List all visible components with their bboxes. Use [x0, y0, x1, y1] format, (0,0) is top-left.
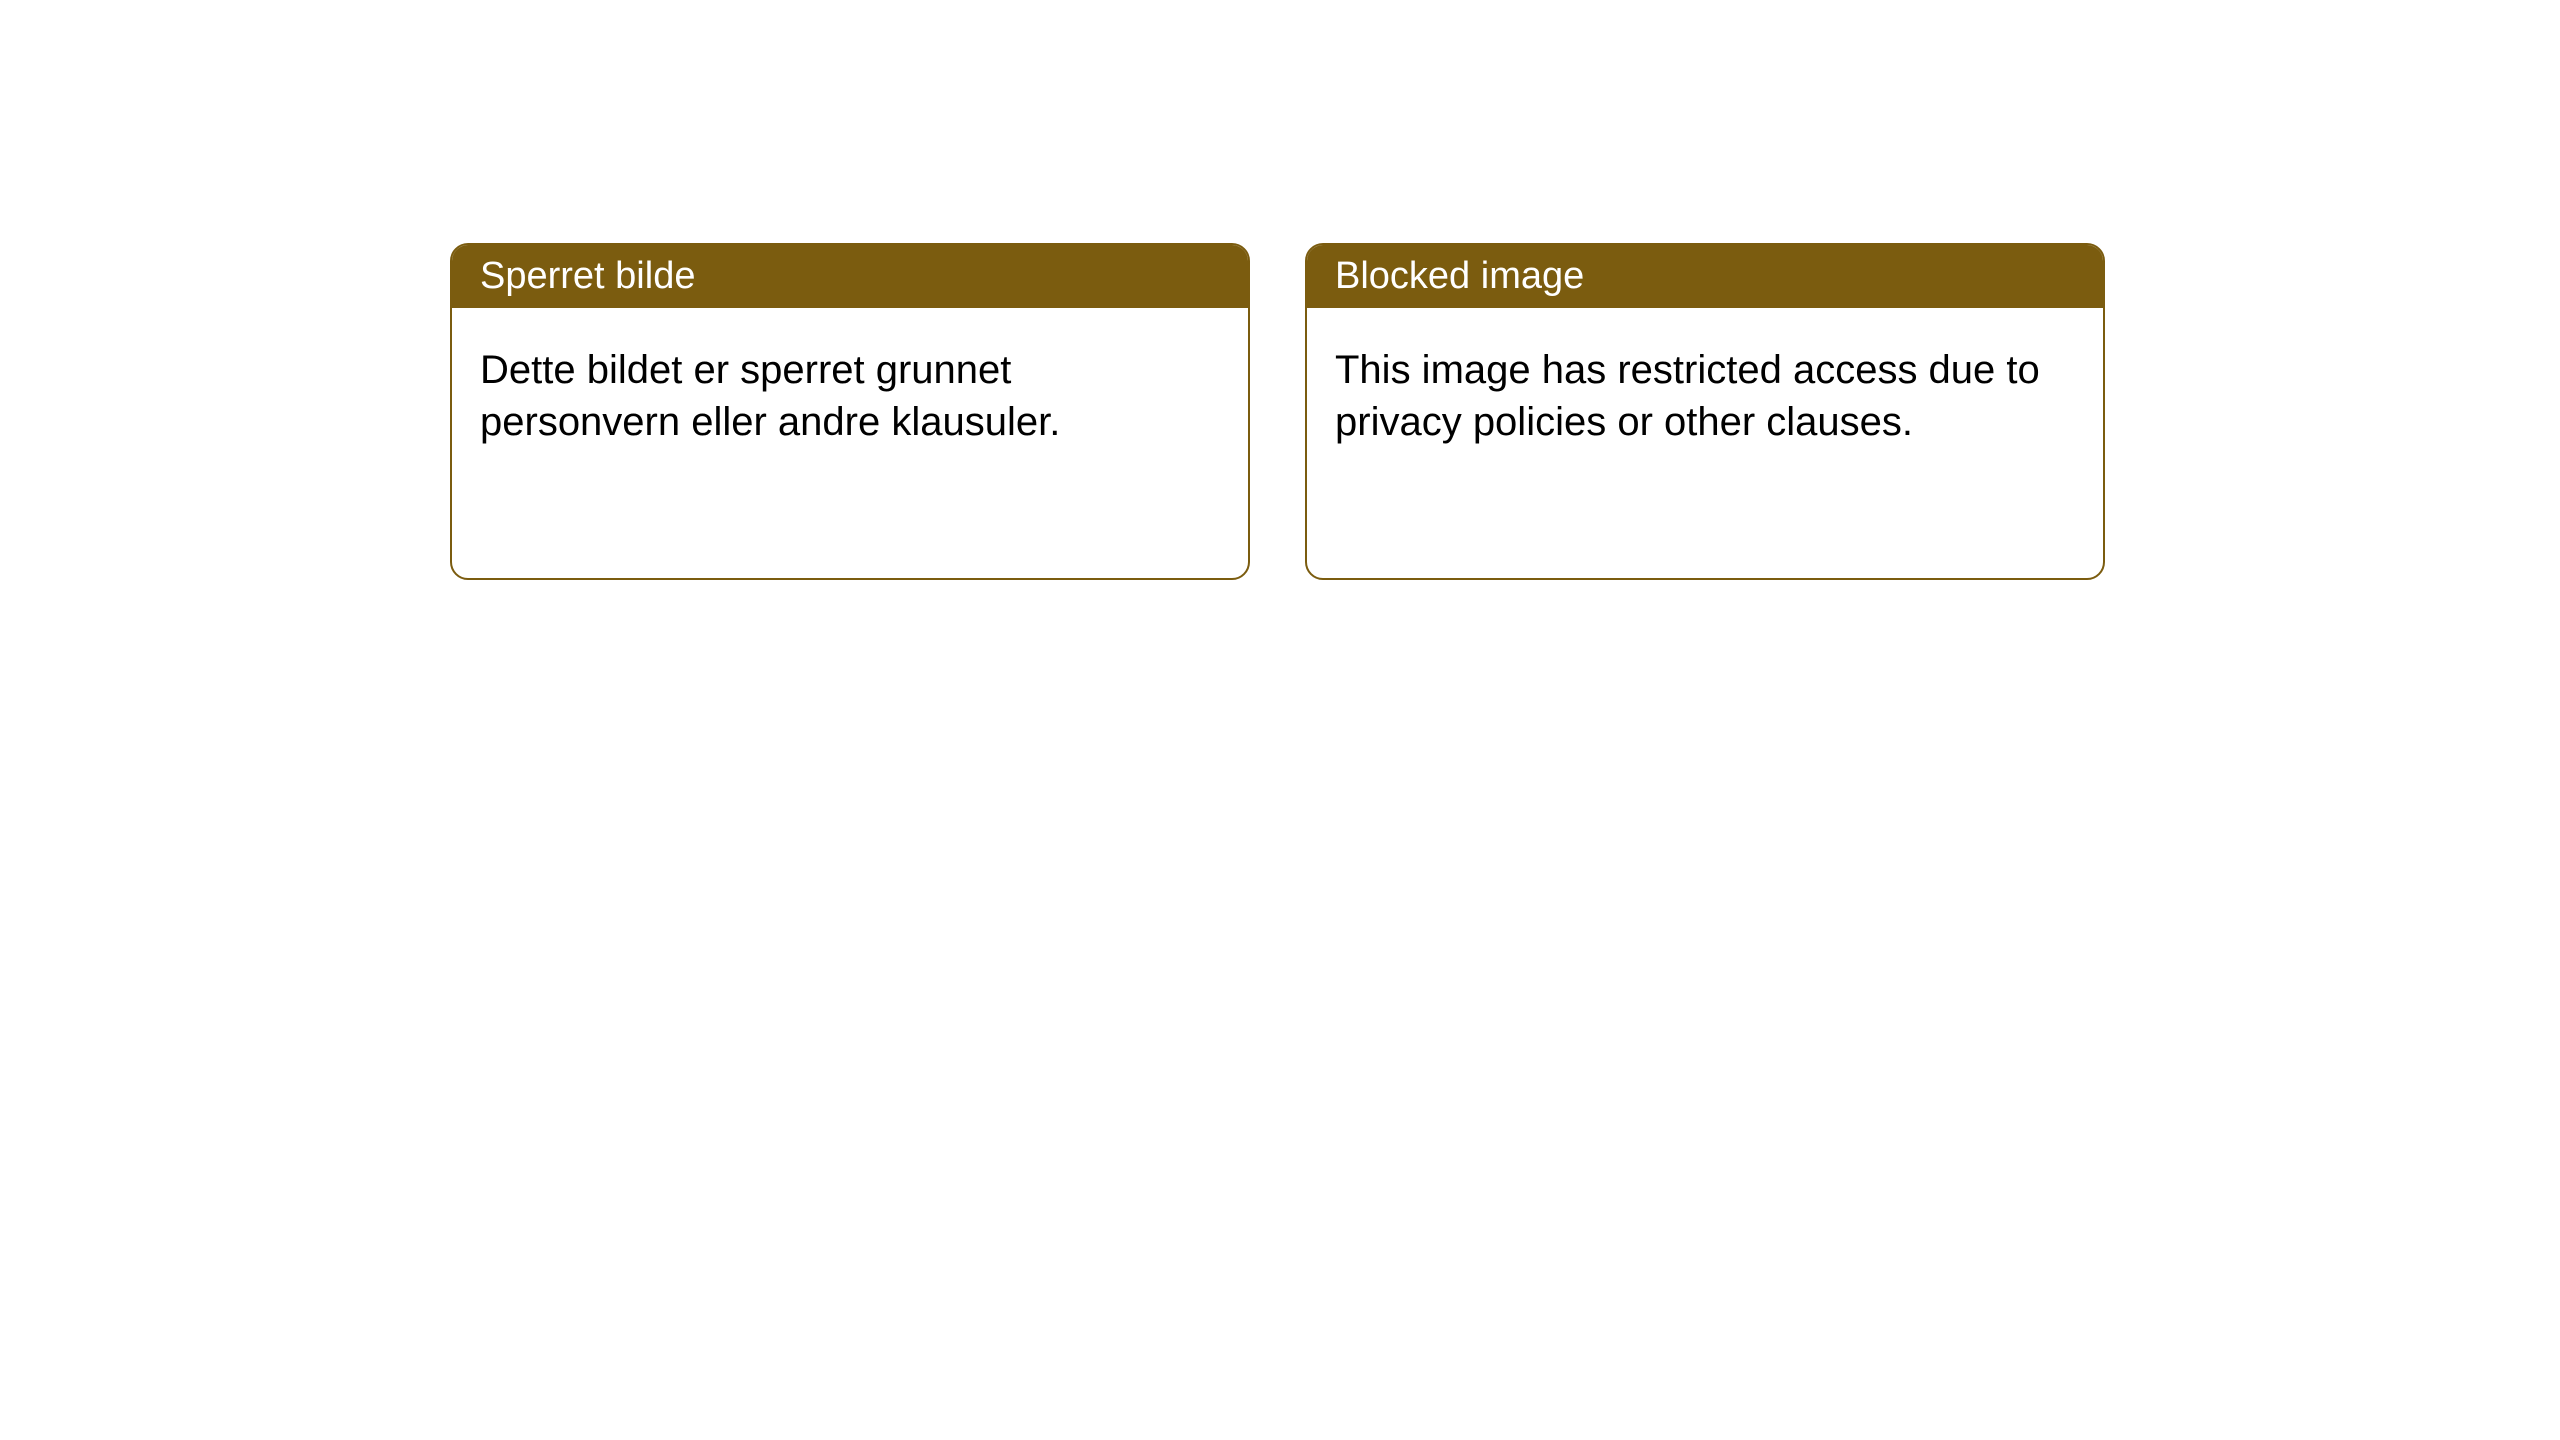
notice-text: Dette bildet er sperret grunnet personve…	[480, 344, 1220, 448]
notice-header: Sperret bilde	[452, 245, 1248, 308]
notice-body: Dette bildet er sperret grunnet personve…	[452, 308, 1248, 578]
notice-header: Blocked image	[1307, 245, 2103, 308]
notice-box-english: Blocked image This image has restricted …	[1305, 243, 2105, 580]
notice-title: Blocked image	[1335, 255, 1584, 297]
notice-box-norwegian: Sperret bilde Dette bildet er sperret gr…	[450, 243, 1250, 580]
notice-container: Sperret bilde Dette bildet er sperret gr…	[0, 0, 2560, 580]
notice-text: This image has restricted access due to …	[1335, 344, 2075, 448]
notice-title: Sperret bilde	[480, 255, 695, 297]
notice-body: This image has restricted access due to …	[1307, 308, 2103, 578]
